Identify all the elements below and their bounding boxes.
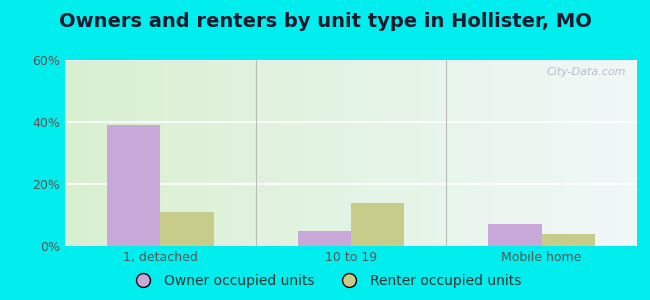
Text: Owners and renters by unit type in Hollister, MO: Owners and renters by unit type in Holli… bbox=[58, 12, 592, 31]
Bar bbox=[161, 212, 214, 246]
Bar bbox=[488, 224, 541, 246]
Bar bbox=[351, 202, 404, 246]
Bar bbox=[541, 234, 595, 246]
Text: City-Data.com: City-Data.com bbox=[546, 68, 625, 77]
Bar bbox=[298, 230, 351, 246]
Bar bbox=[107, 125, 161, 246]
Legend: Owner occupied units, Renter occupied units: Owner occupied units, Renter occupied un… bbox=[124, 268, 526, 293]
